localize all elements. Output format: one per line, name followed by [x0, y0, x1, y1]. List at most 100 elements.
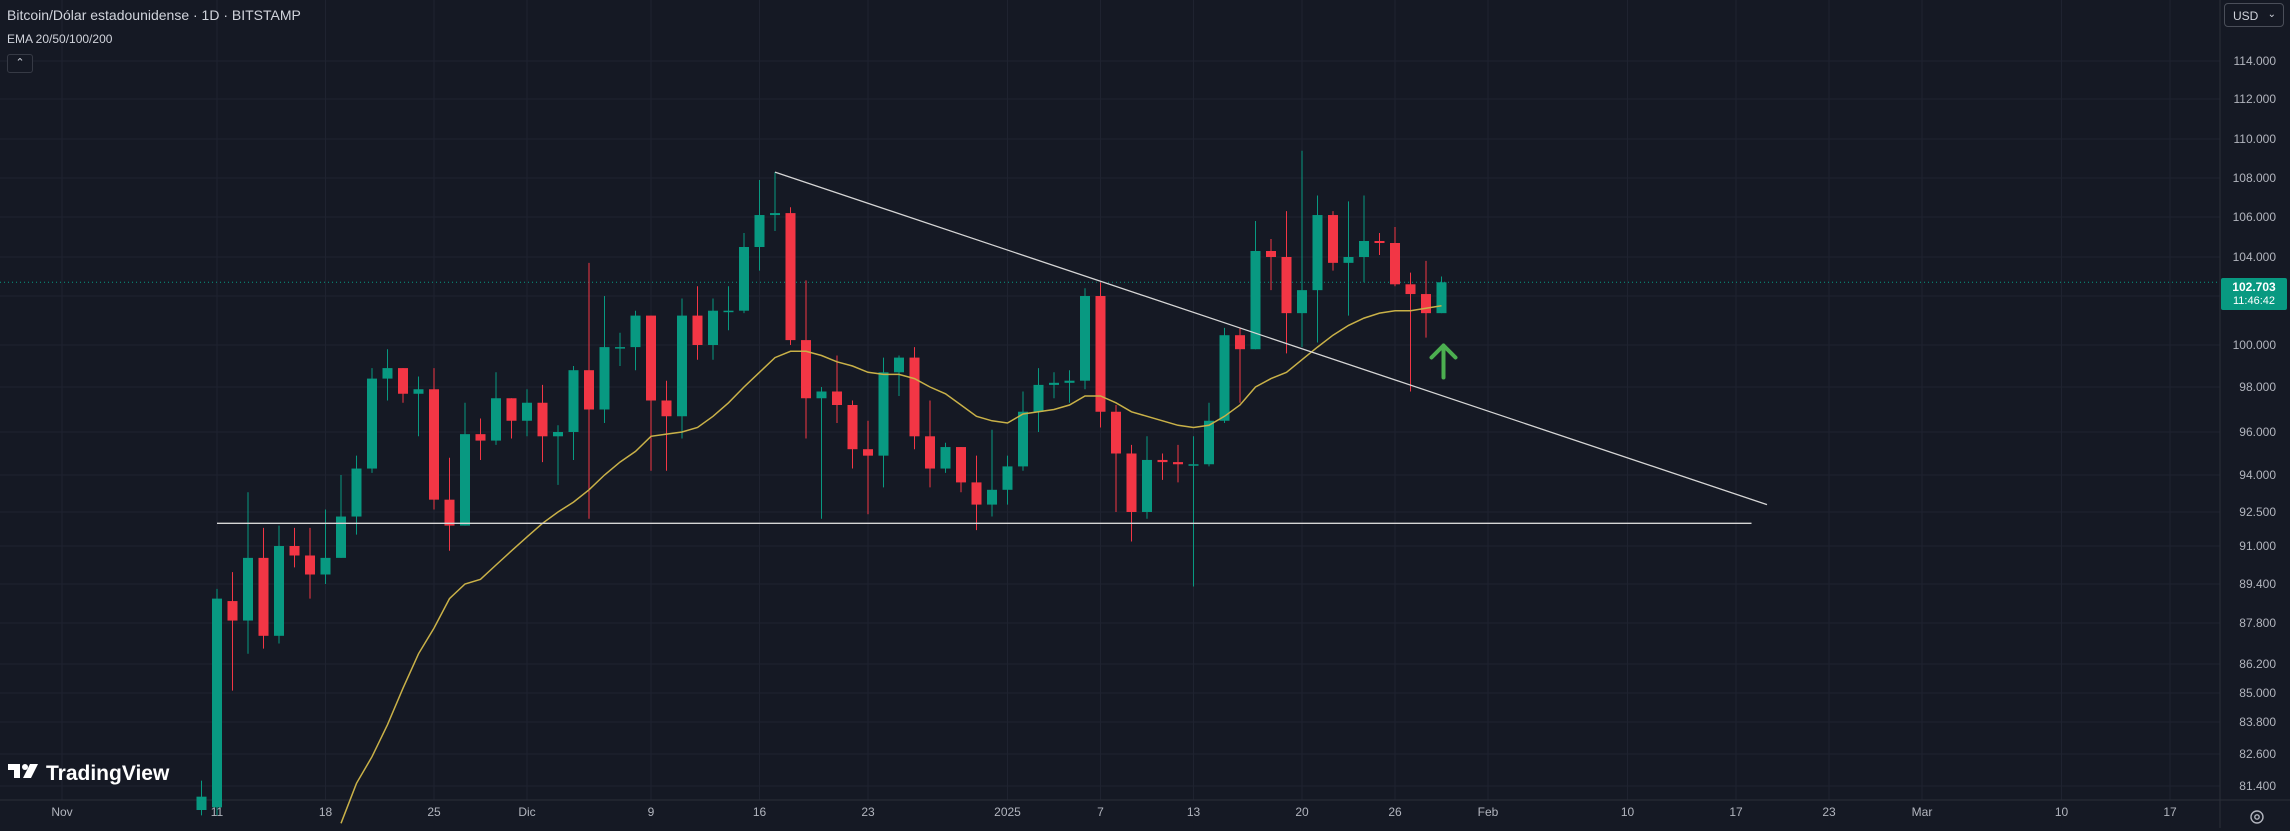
candle-body — [1033, 384, 1044, 412]
time-tick-label: 10 — [2055, 805, 2069, 819]
tradingview-logo-icon — [8, 762, 40, 786]
time-tick-label: 11 — [211, 805, 224, 819]
price-tick-label: 83.800 — [2239, 715, 2276, 729]
candle-body — [661, 400, 672, 417]
time-tick-label: Feb — [1478, 805, 1499, 819]
time-tick-label: 23 — [1822, 805, 1836, 819]
price-tick-label: 94.000 — [2239, 468, 2276, 482]
last-price-label: 102.703 11:46:42 — [2221, 278, 2287, 310]
candle-body — [1235, 335, 1245, 350]
last-price-value: 102.703 — [2232, 280, 2276, 294]
time-tick-label: 23 — [861, 805, 875, 819]
candle-body — [1312, 215, 1323, 291]
candle-body — [1421, 294, 1431, 314]
candle-body — [785, 213, 796, 341]
price-tick-label: 87.800 — [2239, 616, 2276, 630]
candle-body — [599, 347, 610, 410]
candle-body — [801, 340, 811, 399]
candle-body — [770, 213, 780, 216]
price-tick-label: 114.000 — [2234, 54, 2277, 68]
candle-body — [1436, 282, 1447, 314]
candle-body — [646, 315, 656, 401]
candle-body — [382, 368, 393, 379]
candle-body — [1250, 251, 1261, 350]
candle-body — [1219, 335, 1230, 421]
candle-body — [956, 447, 966, 483]
tradingview-logo[interactable]: TradingView — [8, 762, 169, 786]
time-tick-label: 20 — [1295, 805, 1309, 819]
price-tick-label: 91.000 — [2239, 539, 2276, 553]
candle-body — [305, 555, 315, 575]
currency-selector[interactable]: USD ⌄ — [2224, 3, 2284, 27]
chevron-down-icon: ⌄ — [2267, 9, 2276, 20]
candle-body — [1142, 459, 1152, 512]
candle-body — [212, 598, 222, 808]
collapse-legend-button[interactable]: ⌃ — [7, 54, 33, 73]
candle-body — [987, 489, 997, 505]
ema-line — [340, 305, 1442, 824]
candle-body — [460, 434, 470, 526]
price-tick-label: 85.000 — [2239, 686, 2276, 700]
time-tick-label: 25 — [427, 805, 441, 819]
price-tick-label: 98.000 — [2239, 380, 2276, 394]
price-tick-label: 81.400 — [2239, 779, 2276, 793]
candle-body — [1297, 290, 1307, 314]
candle-body — [1359, 241, 1369, 257]
time-tick-label: 17 — [1729, 805, 1743, 819]
candle-body — [692, 315, 703, 345]
candle-body — [522, 402, 532, 421]
candle-body — [1080, 296, 1090, 381]
candle-body — [258, 557, 269, 636]
candle-body — [677, 315, 687, 417]
time-tick-label: Nov — [51, 805, 72, 819]
candle-body — [444, 499, 455, 526]
candle-body — [630, 315, 641, 348]
indicator-legend[interactable]: EMA 20/50/100/200 — [7, 32, 113, 46]
candle-body — [568, 370, 579, 432]
candle-body — [1064, 380, 1075, 383]
time-tick-label: 13 — [1187, 805, 1201, 819]
candle-body — [1281, 257, 1292, 314]
price-tick-label: 89.400 — [2239, 577, 2276, 591]
candle-body — [475, 434, 486, 441]
candle-body — [863, 449, 873, 456]
symbol-title[interactable]: Bitcoin/Dólar estadounidense · 1D · BITS… — [7, 7, 301, 23]
price-tick-label: 100.000 — [2233, 338, 2277, 352]
candle-body — [1095, 296, 1106, 412]
candle-body — [367, 378, 377, 469]
candle-body — [1405, 284, 1416, 295]
candle-body — [553, 432, 563, 437]
price-tick-label: 82.600 — [2239, 747, 2276, 761]
candle-body — [894, 357, 904, 373]
candle-body — [1157, 459, 1168, 463]
candle-body — [708, 310, 718, 345]
candle-body — [754, 215, 765, 247]
candle-body — [909, 357, 920, 437]
candle-body — [413, 389, 424, 394]
candle-body — [1126, 453, 1137, 512]
chart-settings-button[interactable] — [2248, 808, 2266, 826]
tradingview-logo-text: TradingView — [46, 762, 170, 785]
time-tick-label: 9 — [648, 805, 655, 819]
candle-body — [1049, 382, 1059, 385]
price-tick-label: 86.200 — [2239, 657, 2276, 671]
time-tick-label: 10 — [1621, 805, 1635, 819]
currency-label: USD — [2233, 9, 2259, 23]
price-tick-label: 112.000 — [2234, 92, 2277, 106]
candle-body — [336, 516, 346, 558]
time-tick-label: 18 — [319, 805, 333, 819]
candle-body — [816, 391, 827, 399]
candle-body — [537, 402, 548, 437]
candle-body — [1266, 251, 1276, 257]
time-tick-label: 2025 — [994, 805, 1021, 819]
candle-body — [1002, 466, 1013, 490]
time-tick-label: 7 — [1097, 805, 1104, 819]
candle-body — [940, 447, 951, 469]
candle-body — [196, 796, 207, 810]
candle-body — [1188, 464, 1199, 466]
price-tick-label: 92.500 — [2239, 505, 2276, 519]
candle-body — [615, 347, 625, 349]
time-tick-label: 26 — [1388, 805, 1402, 819]
time-tick-label: Dic — [518, 805, 535, 819]
